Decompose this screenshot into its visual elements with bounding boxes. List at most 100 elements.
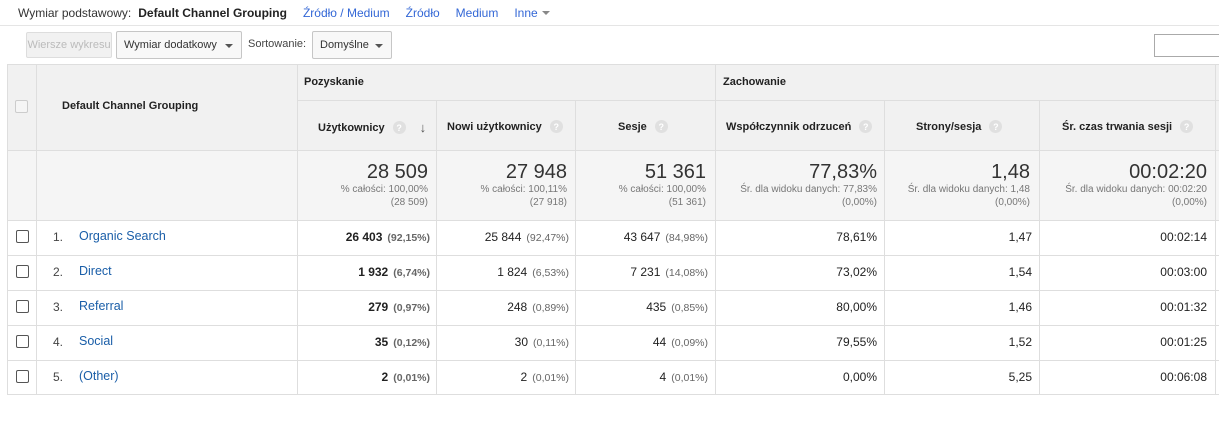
dimension-other-label: Inne: [514, 5, 538, 20]
help-icon[interactable]: ?: [392, 121, 406, 134]
column-title: Nowi użytkownicy: [447, 120, 542, 133]
cell-users: 26 403 (92,15%): [345, 230, 430, 244]
column-title: Strony/sesja: [916, 120, 982, 133]
dimension-source-link[interactable]: Źródło: [405, 5, 440, 20]
cell-sessions: 435 (0,85%): [646, 300, 708, 314]
row-checkbox[interactable]: [16, 265, 29, 278]
column-header-bounce-rate[interactable]: Współczynnik odrzuceń ?: [726, 120, 873, 133]
total-value: 27 948: [505, 161, 567, 183]
total-subtext: % całości: 100,00% (51 361): [618, 184, 706, 208]
total-new-users: 27 948 % całości: 100,11% (27 918): [436, 150, 575, 220]
sort-type-dropdown[interactable]: Domyślne: [312, 31, 392, 59]
total-bounce-rate: 77,83% Śr. dla widoku danych: 77,83% (0,0…: [715, 150, 885, 220]
grid-line: [297, 100, 1219, 101]
row-index: 3.: [53, 300, 64, 314]
grid-line: [1039, 100, 1040, 395]
select-all-checkbox[interactable]: [15, 100, 28, 113]
total-pages-per-session: 1,48 Śr. dla widoku danych: 1,48 (0,00%): [884, 150, 1038, 220]
grid-line: [7, 360, 1219, 361]
row-index: 2.: [53, 265, 64, 279]
grid-line: [36, 64, 37, 395]
total-subtext: Śr. dla widoku danych: 77,83% (0,00%): [740, 184, 877, 208]
column-title: Śr. czas trwania sesji: [1062, 120, 1173, 133]
grid-line: [884, 100, 885, 395]
secondary-dimension-dropdown[interactable]: Wymiar dodatkowy: [116, 31, 242, 59]
cell-pages-per-session: 1,52: [1008, 335, 1032, 349]
table-row: 5. (Other) 2 (0,01%) 2 (0,01%) 4 (0,01%) 0,…: [7, 360, 1219, 395]
table-row: 2. Direct 1 932 (6,74%) 1 824 (6,53%) 7 23…: [7, 255, 1219, 290]
grid-line: [7, 255, 1219, 256]
report-table: Default Channel Grouping Pozyskanie Zach…: [7, 64, 1219, 395]
cell-new-users: 248 (0,89%): [507, 300, 569, 314]
dimension-other-dropdown[interactable]: Inne: [514, 5, 550, 20]
grid-line: [7, 394, 1219, 395]
cell-new-users: 25 844 (92,47%): [484, 230, 569, 244]
grid-line: [7, 64, 8, 395]
row-checkbox[interactable]: [16, 230, 29, 243]
column-header-sessions[interactable]: Sesje ?: [618, 120, 668, 133]
column-title: Użytkownicy: [318, 121, 385, 134]
cell-avg-session-duration: 00:03:00: [1160, 265, 1207, 279]
sort-descending-icon[interactable]: ↓: [419, 120, 427, 135]
cell-bounce-rate: 79,55%: [836, 335, 877, 349]
grid-line: [7, 290, 1219, 291]
dimension-medium-link[interactable]: Medium: [455, 5, 499, 20]
primary-dimension-bar: Wymiar podstawowy: Default Channel Group…: [0, 0, 1219, 26]
dimension-default-channel-grouping[interactable]: Default Channel Grouping: [138, 5, 287, 20]
column-header-avg-session-duration[interactable]: Śr. czas trwania sesji ?: [1062, 120, 1194, 133]
dimension-column-header[interactable]: Default Channel Grouping: [62, 100, 199, 112]
cell-avg-session-duration: 00:06:08: [1160, 370, 1207, 384]
cell-avg-session-duration: 00:02:14: [1160, 230, 1207, 244]
grid-line: [7, 64, 1219, 65]
primary-dimension-label: Wymiar podstawowy:: [18, 5, 132, 20]
cell-sessions: 7 231 (14,08%): [630, 265, 708, 279]
cell-pages-per-session: 5,25: [1008, 370, 1032, 384]
column-header-users[interactable]: Użytkownicy ? ↓: [318, 120, 426, 135]
total-value: 1,48: [991, 161, 1030, 183]
total-value: 00:02:20: [1129, 161, 1207, 183]
row-channel-link[interactable]: Referral: [79, 299, 124, 313]
grid-line: [297, 64, 298, 395]
help-icon[interactable]: ?: [989, 120, 1003, 133]
cell-new-users: 2 (0,01%): [520, 370, 569, 384]
total-subtext: Śr. dla widoku danych: 00:02:20 (0,00%): [1065, 184, 1207, 208]
grid-line: [1215, 64, 1216, 395]
help-icon[interactable]: ?: [549, 120, 563, 133]
table-toolbar: Wiersze wykresu Wymiar dodatkowy Sortowa…: [0, 26, 1219, 64]
cell-bounce-rate: 80,00%: [836, 300, 877, 314]
row-index: 5.: [53, 370, 64, 384]
help-icon[interactable]: ?: [859, 120, 873, 133]
row-channel-link[interactable]: Direct: [79, 264, 112, 278]
row-channel-link[interactable]: Organic Search: [79, 229, 166, 243]
column-header-pages-per-session[interactable]: Strony/sesja ?: [916, 120, 1003, 133]
plot-rows-button[interactable]: Wiersze wykresu: [26, 32, 112, 58]
chevron-down-icon: [375, 44, 383, 48]
chevron-down-icon: [225, 44, 233, 48]
row-checkbox[interactable]: [16, 335, 29, 348]
cell-new-users: 30 (0,11%): [514, 335, 569, 349]
row-checkbox[interactable]: [16, 300, 29, 313]
help-icon[interactable]: ?: [654, 120, 668, 133]
cell-avg-session-duration: 00:01:25: [1160, 335, 1207, 349]
total-subtext: % całości: 100,11% (27 918): [480, 184, 567, 208]
row-channel-link[interactable]: Social: [79, 334, 114, 348]
cell-pages-per-session: 1,46: [1008, 300, 1032, 314]
column-header-new-users[interactable]: Nowi użytkownicy ?: [447, 120, 563, 133]
cell-users: 1 932 (6,74%): [358, 265, 430, 279]
grid-line: [7, 325, 1219, 326]
total-subtext: Śr. dla widoku danych: 1,48 (0,00%): [907, 184, 1030, 208]
cell-sessions: 43 647 (84,98%): [623, 230, 708, 244]
table-row: 1. Organic Search 26 403 (92,15%) 25 844(…: [7, 220, 1219, 255]
table-row: 3. Referral 279 (0,97%) 248 (0,89%) 435 (0,…: [7, 290, 1219, 325]
grid-line: [7, 220, 1219, 221]
cell-bounce-rate: 78,61%: [836, 230, 877, 244]
secondary-dimension-label: Wymiar dodatkowy: [124, 39, 217, 51]
row-channel-link[interactable]: (Other): [79, 369, 119, 383]
dimension-source-medium-link[interactable]: Źródło / Medium: [302, 5, 390, 20]
total-value: 77,83%: [809, 161, 877, 183]
table-filter-input[interactable]: [1154, 34, 1219, 57]
sort-type-value: Domyślne: [320, 39, 369, 51]
row-index: 4.: [53, 335, 64, 349]
row-checkbox[interactable]: [16, 370, 29, 383]
help-icon[interactable]: ?: [1180, 120, 1194, 133]
